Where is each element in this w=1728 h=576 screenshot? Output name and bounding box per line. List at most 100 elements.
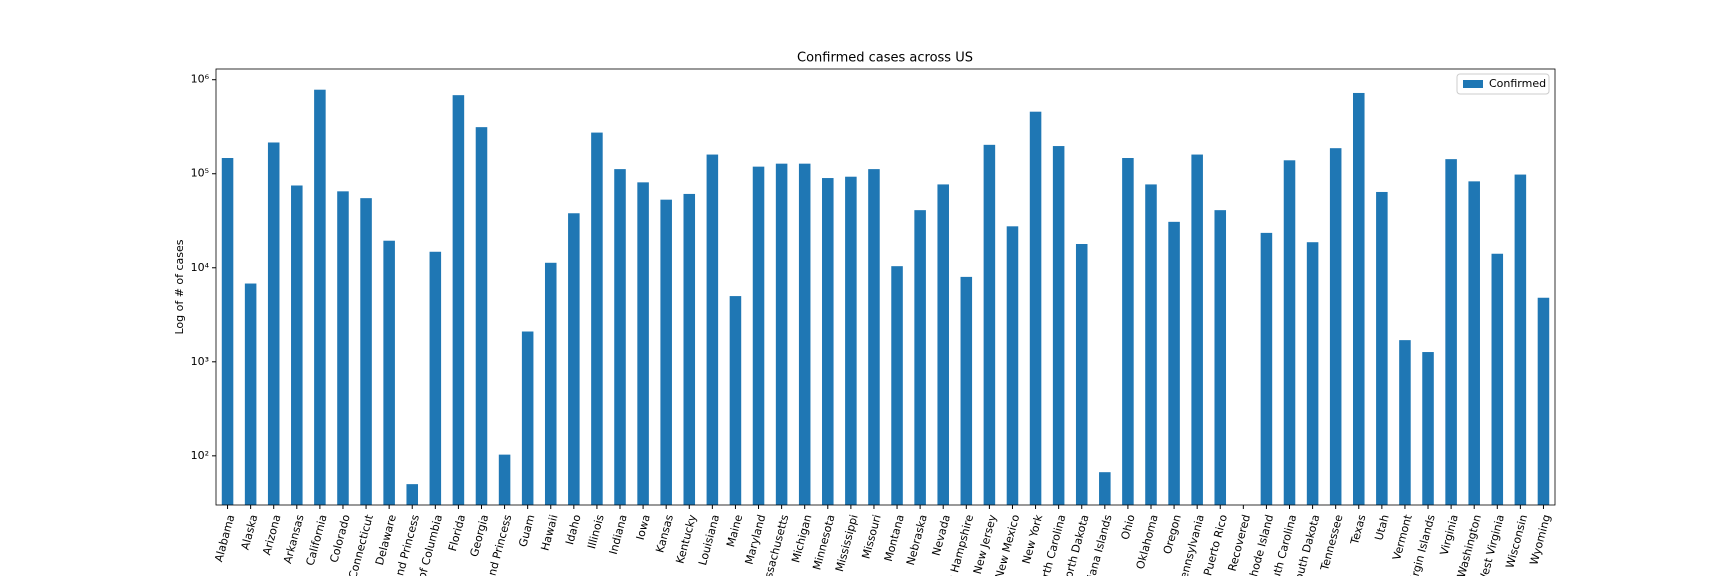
y-tick-label: 10⁶ xyxy=(191,73,210,86)
x-tick-label: Iowa xyxy=(634,513,653,541)
legend-label: Confirmed xyxy=(1489,77,1546,90)
bar xyxy=(1399,340,1411,505)
x-tick-label: Kansas xyxy=(653,513,676,554)
x-tick-label: Tennessee xyxy=(1318,513,1346,573)
bar xyxy=(314,89,326,505)
bar xyxy=(1468,181,1480,505)
x-tick-label: Nevada xyxy=(930,513,953,557)
x-tick-label: New York xyxy=(1020,513,1046,566)
plot-frame xyxy=(215,68,1556,506)
bar xyxy=(1029,111,1042,505)
bar xyxy=(983,144,996,505)
bar xyxy=(244,283,257,505)
y-tick-label: 10⁵ xyxy=(191,167,209,180)
bar xyxy=(1075,243,1088,505)
bar xyxy=(1168,221,1180,505)
bar xyxy=(914,210,926,505)
bar xyxy=(706,154,719,506)
bar xyxy=(291,185,303,505)
x-tick-label: Missouri xyxy=(859,513,883,560)
x-tick-label: Florida xyxy=(446,513,468,553)
y-tick-label: 10⁴ xyxy=(191,261,210,274)
x-tick-label: Indiana xyxy=(607,513,630,556)
x-tick-label: Guam xyxy=(516,513,537,548)
bar xyxy=(521,331,534,505)
y-axis-label: Log of # of cases xyxy=(173,239,186,334)
bar xyxy=(1352,92,1365,506)
bar xyxy=(1099,472,1111,505)
x-tick-label: Recovered xyxy=(1226,513,1254,572)
bar xyxy=(822,178,834,505)
bar xyxy=(637,182,649,505)
y-tick-label: 10² xyxy=(191,449,209,462)
x-tick-label: Alabama xyxy=(212,513,237,563)
x-tick-label: Oregon xyxy=(1161,513,1184,555)
bar xyxy=(798,163,811,505)
x-tick-label: Virginia xyxy=(1438,513,1461,556)
x-tick-label: Idaho xyxy=(563,513,584,546)
bar xyxy=(267,142,280,505)
bar xyxy=(960,276,973,505)
bar xyxy=(891,266,903,505)
x-tick-label: Montana xyxy=(882,513,907,563)
bar xyxy=(1329,148,1342,506)
bar xyxy=(1145,184,1157,505)
x-tick-label: Vermont xyxy=(1390,513,1415,562)
x-tick-label: Ohio xyxy=(1119,513,1138,541)
bar xyxy=(1514,174,1527,505)
bar xyxy=(429,251,442,505)
x-tick-label: Nebraska xyxy=(904,513,930,566)
bar xyxy=(591,132,603,506)
bar xyxy=(1376,191,1388,506)
bar xyxy=(1006,226,1019,505)
x-tick-label: Georgia xyxy=(468,513,492,558)
x-tick-label: Colorado xyxy=(327,513,352,564)
bar xyxy=(868,169,880,505)
bar xyxy=(1214,210,1227,505)
bar xyxy=(360,198,372,506)
x-tick-label: Alaska xyxy=(239,513,261,551)
bar xyxy=(1445,159,1457,506)
bar xyxy=(1306,242,1319,505)
bar xyxy=(1260,232,1273,505)
x-tick-label: Minnesota xyxy=(810,513,837,571)
bar xyxy=(775,163,788,505)
bar xyxy=(752,166,765,505)
x-tick-label: Delaware xyxy=(373,513,399,567)
bar xyxy=(1122,158,1134,505)
bar xyxy=(660,199,672,505)
bar xyxy=(221,158,234,505)
bar xyxy=(406,484,419,505)
x-tick-label: Illinois xyxy=(585,513,607,550)
chart-title: Confirmed cases across US xyxy=(797,51,973,66)
bar xyxy=(452,95,465,505)
bar xyxy=(845,176,857,505)
x-tick-label: Oklahoma xyxy=(1134,513,1161,570)
bar xyxy=(937,184,949,505)
x-tick-label: Maryland xyxy=(743,513,769,566)
x-tick-label: Louisiana xyxy=(696,513,722,567)
bar xyxy=(337,191,349,505)
bar xyxy=(614,169,626,505)
bar xyxy=(498,454,511,505)
bar xyxy=(683,193,696,505)
bar xyxy=(568,213,580,506)
bar xyxy=(544,262,557,505)
legend-frame xyxy=(1456,73,1550,95)
x-tick-label: Utah xyxy=(1372,513,1391,542)
x-tick-label: Arizona xyxy=(260,513,283,556)
legend-swatch xyxy=(1463,80,1483,88)
bar xyxy=(475,127,488,505)
bar xyxy=(1491,253,1504,505)
x-tick-label: Maine xyxy=(724,513,745,548)
x-tick-label: Wisconsin xyxy=(1503,513,1530,569)
bar xyxy=(1537,297,1550,505)
bar xyxy=(1191,154,1203,506)
x-tick-label: Wyoming xyxy=(1527,513,1553,566)
bar xyxy=(383,240,395,505)
bar xyxy=(729,296,742,505)
x-tick-label: Hawaii xyxy=(538,513,560,552)
bar xyxy=(1283,160,1296,505)
x-tick-label: Kentucky xyxy=(674,513,700,565)
